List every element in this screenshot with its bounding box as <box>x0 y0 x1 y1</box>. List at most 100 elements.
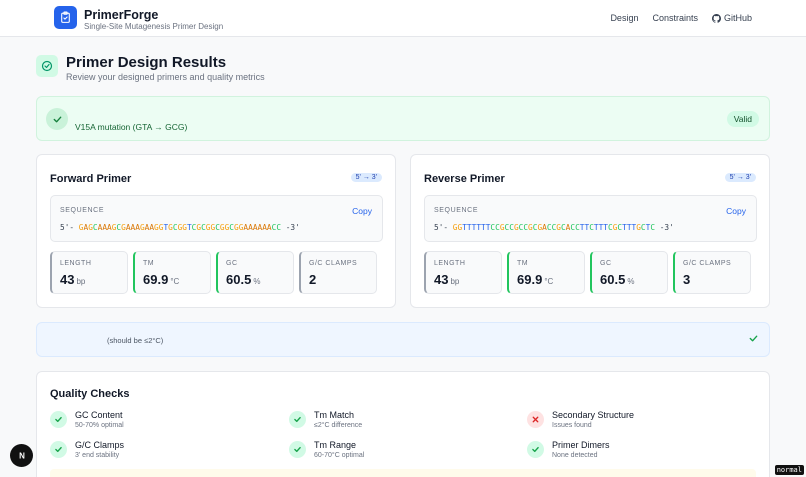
quality-check-item: G/C Clamps 3' end stability <box>50 440 124 459</box>
metric-length: LENGTH 43 bp <box>424 251 502 294</box>
metric-label: G/C CLAMPS <box>309 260 358 267</box>
metric-gc-clamps: G/C CLAMPS 2 <box>299 251 377 294</box>
nav-design-link[interactable]: Design <box>610 13 639 23</box>
quality-check-item: Secondary Structure Issues found <box>527 410 634 429</box>
sequence-prefix: 5'- <box>434 223 449 232</box>
metric-tm: TM 69.9 °C <box>133 251 211 294</box>
metric-tm: TM 69.9 °C <box>507 251 585 294</box>
nucleotide: G <box>513 223 519 232</box>
nucleotide: C <box>172 223 178 232</box>
metric-label: GC <box>600 260 612 267</box>
nucleotide: C <box>650 223 656 232</box>
nucleotide: C <box>608 223 613 232</box>
nucleotide: T <box>462 223 467 232</box>
nucleotide: A <box>107 223 112 232</box>
nucleotide: C <box>490 223 496 232</box>
copy-forward-button[interactable]: Copy <box>352 206 372 216</box>
mutation-banner: V15A mutation (GTA → GCG) Valid <box>36 96 770 141</box>
metric-label: TM <box>517 260 529 267</box>
tm-difference-banner: (should be ≤2°C) <box>36 322 770 357</box>
quality-checks-title: Quality Checks <box>50 388 130 400</box>
check-icon <box>527 441 544 458</box>
nucleotide: C <box>551 223 557 232</box>
sequence-label: SEQUENCE <box>434 207 479 214</box>
nucleotide: G <box>88 223 93 232</box>
nucleotide: A <box>257 223 263 232</box>
quality-check-item: Tm Range 60-70°C optimal <box>289 440 364 459</box>
nucleotide: C <box>570 223 576 232</box>
nucleotide: T <box>481 223 486 232</box>
forward-sequence[interactable]: 5'- GAGCAAAGCGAAAGAAGGTGCGGTCGCGGCGGCGGA… <box>60 223 300 232</box>
nucleotide: G <box>154 223 159 232</box>
nucleotide: G <box>457 223 463 232</box>
reverse-sequence[interactable]: 5'- GGTTTTTTCCGCCGCCGCGACCGCACCTTCTTTCGC… <box>434 223 674 232</box>
quality-check-item: Tm Match ≤2°C difference <box>289 410 362 429</box>
top-nav: Design Constraints GitHub <box>610 13 752 23</box>
nucleotide: A <box>266 223 272 232</box>
metric-value: 3 <box>683 272 691 287</box>
nucleotide: G <box>238 223 244 232</box>
nucleotide: T <box>603 223 608 232</box>
next-logo-icon[interactable]: N <box>10 444 33 467</box>
clipboard-check-icon[interactable] <box>54 6 77 29</box>
nucleotide: C <box>560 223 566 232</box>
check-icon <box>289 411 306 428</box>
nucleotide: C <box>271 223 277 232</box>
nucleotide: A <box>262 223 267 232</box>
metric-value: 69.9 °C <box>517 272 554 287</box>
reverse-metrics: LENGTH 43 bp TM 69.9 °C GC 60.5% G/C CLAMP… <box>424 251 751 294</box>
nucleotide: G <box>139 223 145 232</box>
sequence-suffix: -3' <box>659 223 674 232</box>
nucleotide: C <box>191 223 197 232</box>
nucleotide: G <box>528 223 533 232</box>
nucleotide: G <box>537 223 543 232</box>
nav-github-link[interactable]: GitHub <box>711 13 752 23</box>
nucleotide: A <box>130 223 136 232</box>
sequence-bases: GAGCAAAGCGAAAGAAGGTGCGGTCGCGGCGGCGGAAAAA… <box>79 223 281 232</box>
nucleotide: G <box>224 223 230 232</box>
check-icon <box>748 333 759 347</box>
nav-constraints-link[interactable]: Constraints <box>652 13 698 23</box>
copy-reverse-button[interactable]: Copy <box>726 206 746 216</box>
quality-check-item: Primer Dimers None detected <box>527 440 610 459</box>
nucleotide: C <box>546 223 552 232</box>
warning-banner <box>50 469 756 477</box>
check-circle-icon <box>36 55 58 77</box>
mutation-text: V15A mutation (GTA → GCG) <box>75 122 188 132</box>
x-icon <box>527 411 544 428</box>
nucleotide: T <box>186 223 192 232</box>
nucleotide: T <box>622 223 627 232</box>
nucleotide: A <box>243 223 249 232</box>
nucleotide: T <box>163 223 169 232</box>
metric-label: G/C CLAMPS <box>683 260 732 267</box>
metric-length: LENGTH 43 bp <box>50 251 128 294</box>
sequence-bases: GGTTTTTTCCGCCGCCGCGACCGCACCTTCTTTCGCTTTG… <box>453 223 655 232</box>
nucleotide: C <box>640 223 646 232</box>
nucleotide: G <box>168 223 173 232</box>
nucleotide: T <box>471 223 477 232</box>
sequence-label: SEQUENCE <box>60 207 105 214</box>
nucleotide: T <box>584 223 590 232</box>
nucleotide: G <box>111 223 117 232</box>
nucleotide: G <box>234 223 239 232</box>
nucleotide: G <box>636 223 641 232</box>
sequence-prefix: 5'- <box>60 223 75 232</box>
nucleotide: C <box>518 223 524 232</box>
check-icon <box>46 108 68 130</box>
nucleotide: G <box>78 223 84 232</box>
metric-value: 60.5% <box>600 272 635 287</box>
nucleotide: G <box>196 223 202 232</box>
nucleotide: T <box>476 223 482 232</box>
brand-name[interactable]: PrimerForge <box>84 8 159 22</box>
nucleotide: G <box>121 223 126 232</box>
brand-subtitle: Single-Site Mutagenesis Primer Design <box>84 22 224 31</box>
reverse-primer-title: Reverse Primer <box>424 173 505 185</box>
nucleotide: A <box>248 223 253 232</box>
nucleotide: A <box>144 223 150 232</box>
metric-label: LENGTH <box>60 260 92 267</box>
reverse-primer-card: Reverse Primer 5' → 3' SEQUENCE Copy 5'-… <box>410 154 770 308</box>
nucleotide: A <box>135 223 140 232</box>
metric-label: LENGTH <box>434 260 466 267</box>
nucleotide: C <box>532 223 538 232</box>
forward-primer-title: Forward Primer <box>50 173 132 185</box>
